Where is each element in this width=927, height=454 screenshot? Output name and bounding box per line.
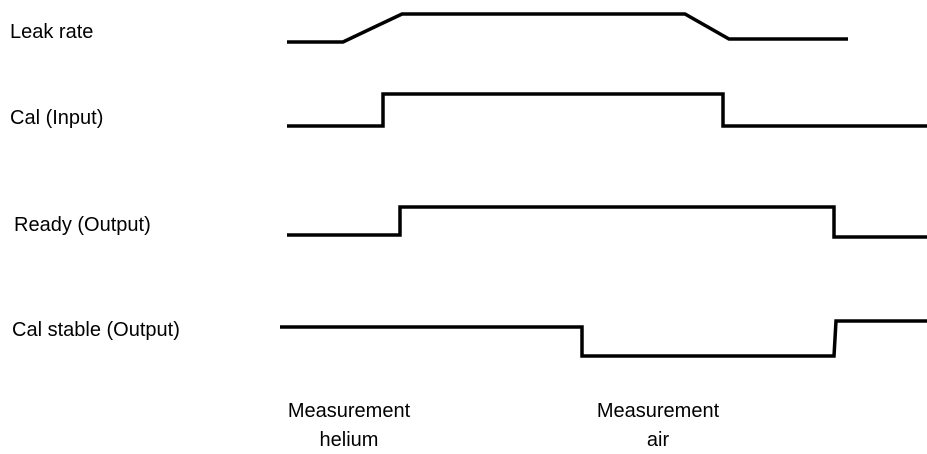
trace-leak-rate bbox=[287, 12, 848, 44]
signal-label-cal-input: Cal (Input) bbox=[10, 107, 103, 129]
phase-label-air-line1: Measurement bbox=[597, 400, 720, 422]
trace-cal-input bbox=[287, 92, 927, 128]
phase-label-helium-line1: Measurement bbox=[288, 400, 411, 422]
signal-label-leak-rate: Leak rate bbox=[10, 21, 93, 43]
trace-cal-stable-output bbox=[280, 319, 927, 358]
signal-label-cal-stable-output: Cal stable (Output) bbox=[12, 319, 180, 341]
signal-label-ready-output: Ready (Output) bbox=[14, 214, 151, 236]
phase-label-helium-line2: helium bbox=[320, 429, 379, 451]
phase-label-air-line2: air bbox=[647, 429, 670, 451]
trace-ready-output bbox=[287, 205, 927, 239]
